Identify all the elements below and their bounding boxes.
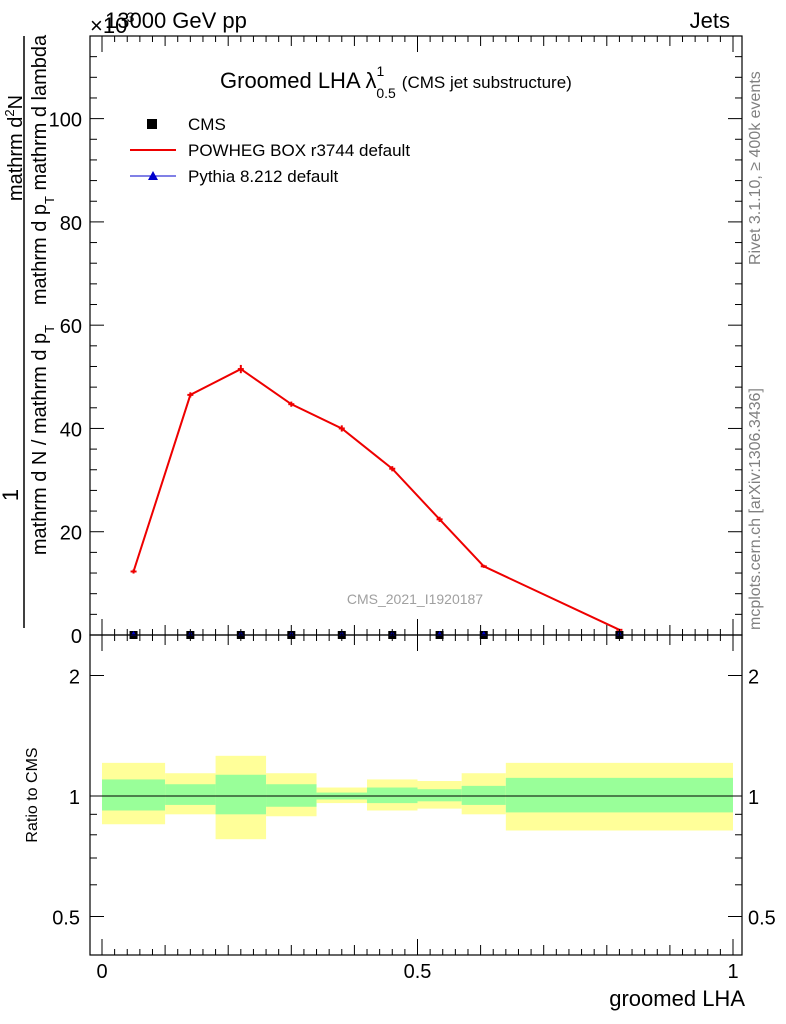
main-title-subtitle: (CMS jet substructure) xyxy=(402,73,572,92)
ratio-band-inner xyxy=(215,774,267,815)
rivet-label: Rivet 3.1.10, ≥ 400k events xyxy=(747,71,764,265)
ratio-ytick-label-right: 0.5 xyxy=(748,908,776,930)
main-title-sub: 0.5 xyxy=(376,85,396,101)
process-label: Jets xyxy=(690,8,730,33)
ylabel-den2-sub: T xyxy=(42,196,57,204)
ratio-xtick-label: 1 xyxy=(727,961,738,983)
xlabel: groomed LHA xyxy=(609,986,745,1011)
legend-label-cms: CMS xyxy=(188,115,226,134)
ylabel-prefix: 1 xyxy=(0,489,23,501)
ratio-band-inner xyxy=(266,784,317,807)
ylabel-num: mathrm d2N xyxy=(2,95,27,201)
ratio-band-inner xyxy=(461,785,506,805)
ratio-ylabel: Ratio to CMS xyxy=(24,747,41,842)
ratio-band-inner xyxy=(367,787,418,804)
ylabel-den2-tail: mathrm d lambda xyxy=(29,34,51,196)
energy-label: 13000 GeV pp xyxy=(105,8,247,33)
legend-marker-pythia xyxy=(148,171,158,180)
ylabel-num-sup: 2 xyxy=(2,109,17,116)
main-ytick-label: 80 xyxy=(60,213,82,235)
ratio-ytick-label-right: 2 xyxy=(748,667,759,689)
mcplots-label: mcplots.cern.ch [arXiv:1306.3436] xyxy=(747,388,764,630)
ylabel-num-main: mathrm d xyxy=(5,117,27,201)
main-title-sup: 1 xyxy=(377,63,385,79)
ratio-ytick-label: 2 xyxy=(69,667,80,689)
exponent-power: -3 xyxy=(122,9,135,25)
main-title-text: Groomed LHA λ xyxy=(220,68,377,93)
axes: 0 20 40 60 80 100 0 0.5 1 0.5 0.5 1 1 2 2 xyxy=(49,35,776,983)
ylabel-den: mathrm d N / mathrm d pT xyxy=(29,325,57,555)
ratio-band-inner xyxy=(417,789,462,802)
ratio-band-inner xyxy=(505,777,733,813)
ratio-band-inner xyxy=(102,779,166,811)
legend-marker-cms xyxy=(147,119,157,129)
ratio-ytick-label: 0.5 xyxy=(52,908,80,930)
main-ytick-label: 60 xyxy=(60,316,82,338)
ratio-ytick-label-right: 1 xyxy=(748,787,759,809)
ratio-xtick-label: 0 xyxy=(96,961,107,983)
ylabel-den-sub: T xyxy=(42,325,57,333)
ratio-bands xyxy=(90,755,742,840)
ylabel-den2: mathrm d pT mathrm d lambda xyxy=(29,34,57,305)
analysis-watermark: CMS_2021_I1920187 xyxy=(347,591,483,607)
exponent-label: ×10 xyxy=(90,13,127,38)
main-ytick-label: 100 xyxy=(49,110,82,132)
ratio-ytick-label: 1 xyxy=(69,787,80,809)
main-ylabel: 1 mathrm d2N mathrm d N / mathrm d pT ma… xyxy=(0,34,57,628)
ratio-xtick-label: 0.5 xyxy=(404,961,432,983)
main-ytick-label: 0 xyxy=(71,626,82,648)
ylabel-den2-main: mathrm d p xyxy=(29,204,51,305)
legend-label-pythia: Pythia 8.212 default xyxy=(188,167,339,186)
legend-label-powheg: POWHEG BOX r3744 default xyxy=(188,141,410,160)
ratio-band-inner xyxy=(165,784,216,805)
ylabel-num-tail: N xyxy=(5,95,27,109)
main-ytick-label: 20 xyxy=(60,523,82,545)
ratio-frame xyxy=(89,634,743,956)
main-title: Groomed LHA λ1 0.5 (CMS jet substructure) xyxy=(220,63,572,101)
main-ytick-label: 40 xyxy=(60,419,82,441)
ylabel-den-main: mathrm d N / mathrm d p xyxy=(29,333,51,555)
legend: CMS POWHEG BOX r3744 default Pythia 8.21… xyxy=(130,115,410,186)
